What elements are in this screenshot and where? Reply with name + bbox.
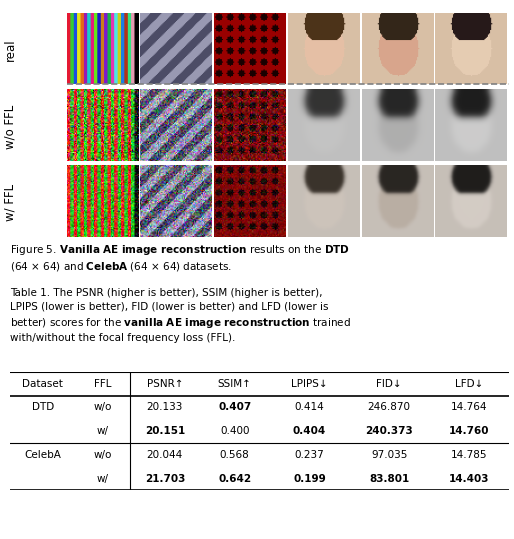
- Text: Figure 5. $\bf{Vanilla\ AE\ image\ reconstruction}$ results on the $\bf{DTD}$
(6: Figure 5. $\bf{Vanilla\ AE\ image\ recon…: [10, 243, 350, 273]
- Text: w/o FFL: w/o FFL: [4, 105, 17, 149]
- Text: 0.407: 0.407: [218, 403, 251, 412]
- Text: 20.133: 20.133: [146, 403, 183, 412]
- Text: FFL: FFL: [94, 379, 111, 389]
- Text: SSIM↑: SSIM↑: [218, 379, 251, 389]
- Text: 246.870: 246.870: [368, 403, 411, 412]
- Text: Dataset: Dataset: [22, 379, 63, 389]
- Text: CelebA: CelebA: [375, 0, 422, 3]
- Text: w/: w/: [97, 474, 108, 483]
- Text: real: real: [4, 39, 17, 61]
- Text: PSNR↑: PSNR↑: [146, 379, 183, 389]
- Text: w/ FFL: w/ FFL: [4, 184, 17, 222]
- Text: 0.414: 0.414: [295, 403, 324, 412]
- Text: Table 1. The PSNR (higher is better), SSIM (higher is better),
LPIPS (lower is b: Table 1. The PSNR (higher is better), SS…: [10, 288, 351, 343]
- Text: 0.400: 0.400: [220, 426, 249, 436]
- Text: 0.237: 0.237: [295, 450, 324, 460]
- Text: LFD↓: LFD↓: [455, 379, 483, 389]
- Text: 20.151: 20.151: [145, 426, 185, 436]
- Text: w/: w/: [97, 426, 108, 436]
- Text: 14.764: 14.764: [451, 403, 487, 412]
- Text: 14.403: 14.403: [449, 474, 489, 483]
- Text: CelebA: CelebA: [24, 450, 61, 460]
- Text: DTD: DTD: [31, 403, 54, 412]
- Text: 14.785: 14.785: [451, 450, 487, 460]
- Text: LPIPS↓: LPIPS↓: [291, 379, 328, 389]
- Text: 20.044: 20.044: [146, 450, 183, 460]
- Text: 14.760: 14.760: [449, 426, 489, 436]
- Text: 97.035: 97.035: [371, 450, 408, 460]
- Text: w/o: w/o: [94, 403, 112, 412]
- Text: 0.404: 0.404: [293, 426, 326, 436]
- Text: 0.199: 0.199: [293, 474, 326, 483]
- Text: 83.801: 83.801: [369, 474, 409, 483]
- Text: 0.642: 0.642: [218, 474, 251, 483]
- Text: 240.373: 240.373: [365, 426, 413, 436]
- Text: FID↓: FID↓: [376, 379, 402, 389]
- Text: 21.703: 21.703: [144, 474, 185, 483]
- Text: DTD: DTD: [163, 0, 192, 3]
- Text: 0.568: 0.568: [220, 450, 249, 460]
- Text: w/o: w/o: [94, 450, 112, 460]
